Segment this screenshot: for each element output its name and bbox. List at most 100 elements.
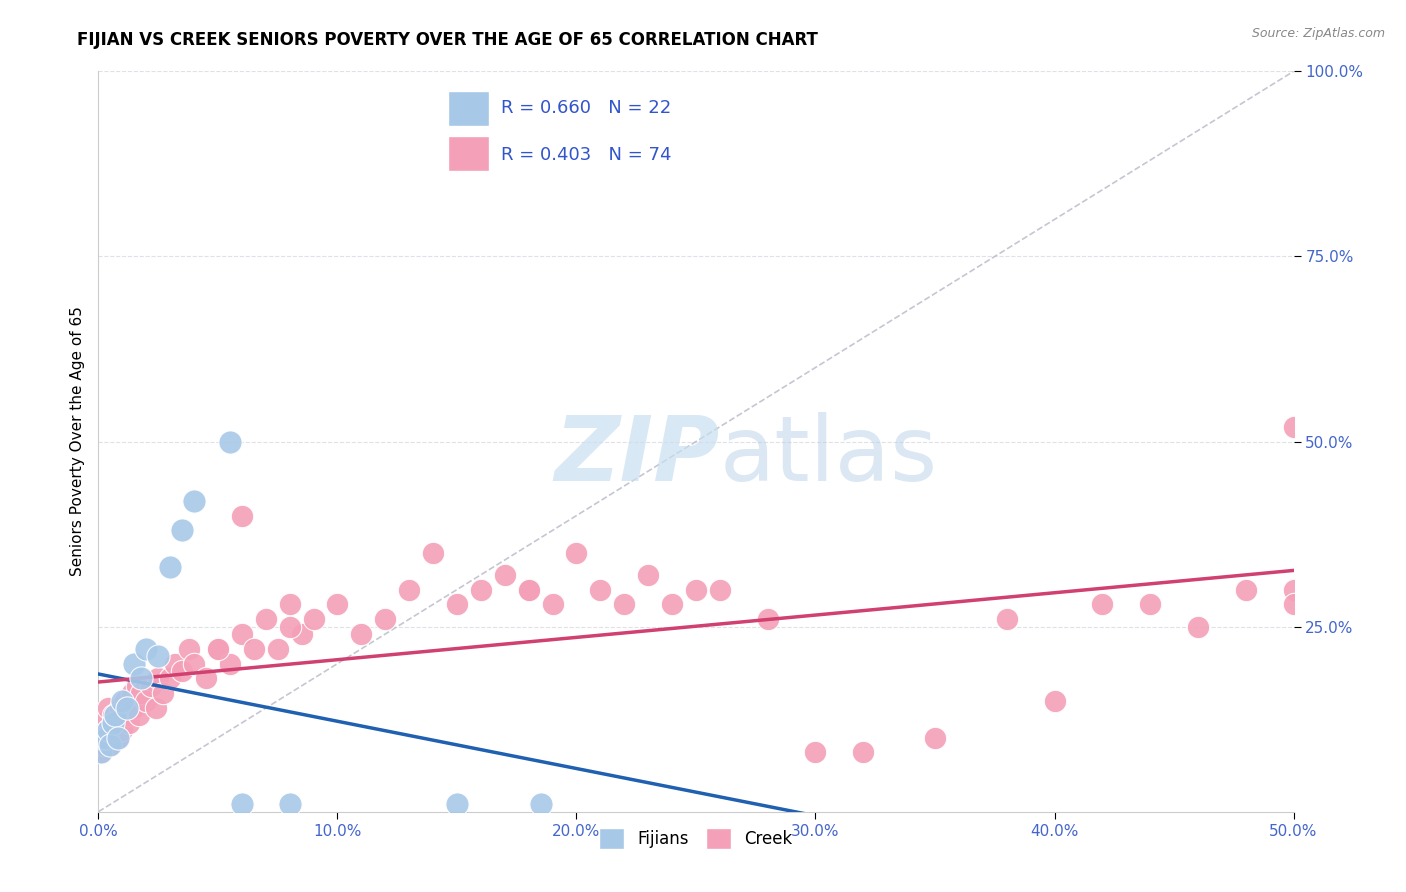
Point [613,598,636,612]
Point [1187,619,1209,633]
Point [302,612,325,626]
Point [278,598,301,612]
Point [231,508,253,523]
Point [517,582,540,597]
Text: ZIP: ZIP [554,412,720,500]
Point [148,649,170,664]
Point [98,738,122,752]
Point [398,582,420,597]
Point [124,701,146,715]
Point [291,627,314,641]
Legend: Fijians, Creek: Fijians, Creek [593,822,799,855]
Point [131,686,153,700]
Point [350,627,373,641]
Point [1282,598,1305,612]
Point [90,746,112,760]
Point [1282,582,1305,597]
Point [145,701,167,715]
Point [101,708,124,723]
Text: FIJIAN VS CREEK SENIORS POVERTY OVER THE AGE OF 65 CORRELATION CHART: FIJIAN VS CREEK SENIORS POVERTY OVER THE… [77,31,818,49]
Point [326,598,349,612]
Point [446,598,468,612]
Point [124,657,146,671]
Point [852,746,875,760]
Point [118,715,141,730]
Point [97,701,120,715]
Point [207,641,229,656]
Point [172,664,194,678]
Point [254,612,277,626]
Point [278,619,301,633]
Point [685,582,707,597]
Point [121,686,143,700]
Point [565,546,588,560]
Point [111,694,134,708]
Point [1091,598,1114,612]
Point [159,672,181,686]
Point [589,582,612,597]
Text: atlas: atlas [720,412,938,500]
Point [125,679,148,693]
Point [94,731,117,745]
Point [101,715,124,730]
Point [278,797,301,812]
Point [924,731,946,745]
Point [231,627,253,641]
Point [179,641,201,656]
Point [152,686,174,700]
Point [91,731,114,745]
Point [172,524,194,538]
Point [115,701,138,715]
Point [231,797,253,812]
Point [135,694,157,708]
Point [111,723,134,738]
Point [98,738,122,752]
Point [195,672,218,686]
Point [148,672,170,686]
Point [374,612,396,626]
Point [541,598,564,612]
Point [135,641,157,656]
Point [1043,694,1066,708]
Point [530,797,553,812]
Point [517,582,540,597]
Point [995,612,1018,626]
Point [131,672,153,686]
Point [139,679,162,693]
Y-axis label: Seniors Poverty Over the Age of 65: Seniors Poverty Over the Age of 65 [69,307,84,576]
Point [90,746,112,760]
Point [159,560,181,574]
Point [207,641,229,656]
Point [115,708,138,723]
Point [183,657,205,671]
Point [804,746,827,760]
Point [91,738,114,752]
Point [267,641,290,656]
Point [107,731,129,745]
Point [709,582,731,597]
Point [243,641,266,656]
Point [128,708,150,723]
Point [108,701,131,715]
Point [219,657,242,671]
Point [107,731,129,745]
Point [756,612,779,626]
Point [97,723,120,738]
Point [163,657,186,671]
Point [91,715,114,730]
Point [1139,598,1161,612]
Point [661,598,683,612]
Point [219,434,242,449]
Point [183,493,205,508]
Text: Source: ZipAtlas.com: Source: ZipAtlas.com [1251,27,1385,40]
Point [1282,419,1305,434]
Point [470,582,492,597]
Point [104,715,127,730]
Point [1234,582,1257,597]
Point [637,567,659,582]
Point [104,708,127,723]
Point [94,731,117,745]
Point [446,797,468,812]
Point [97,723,120,738]
Point [422,546,444,560]
